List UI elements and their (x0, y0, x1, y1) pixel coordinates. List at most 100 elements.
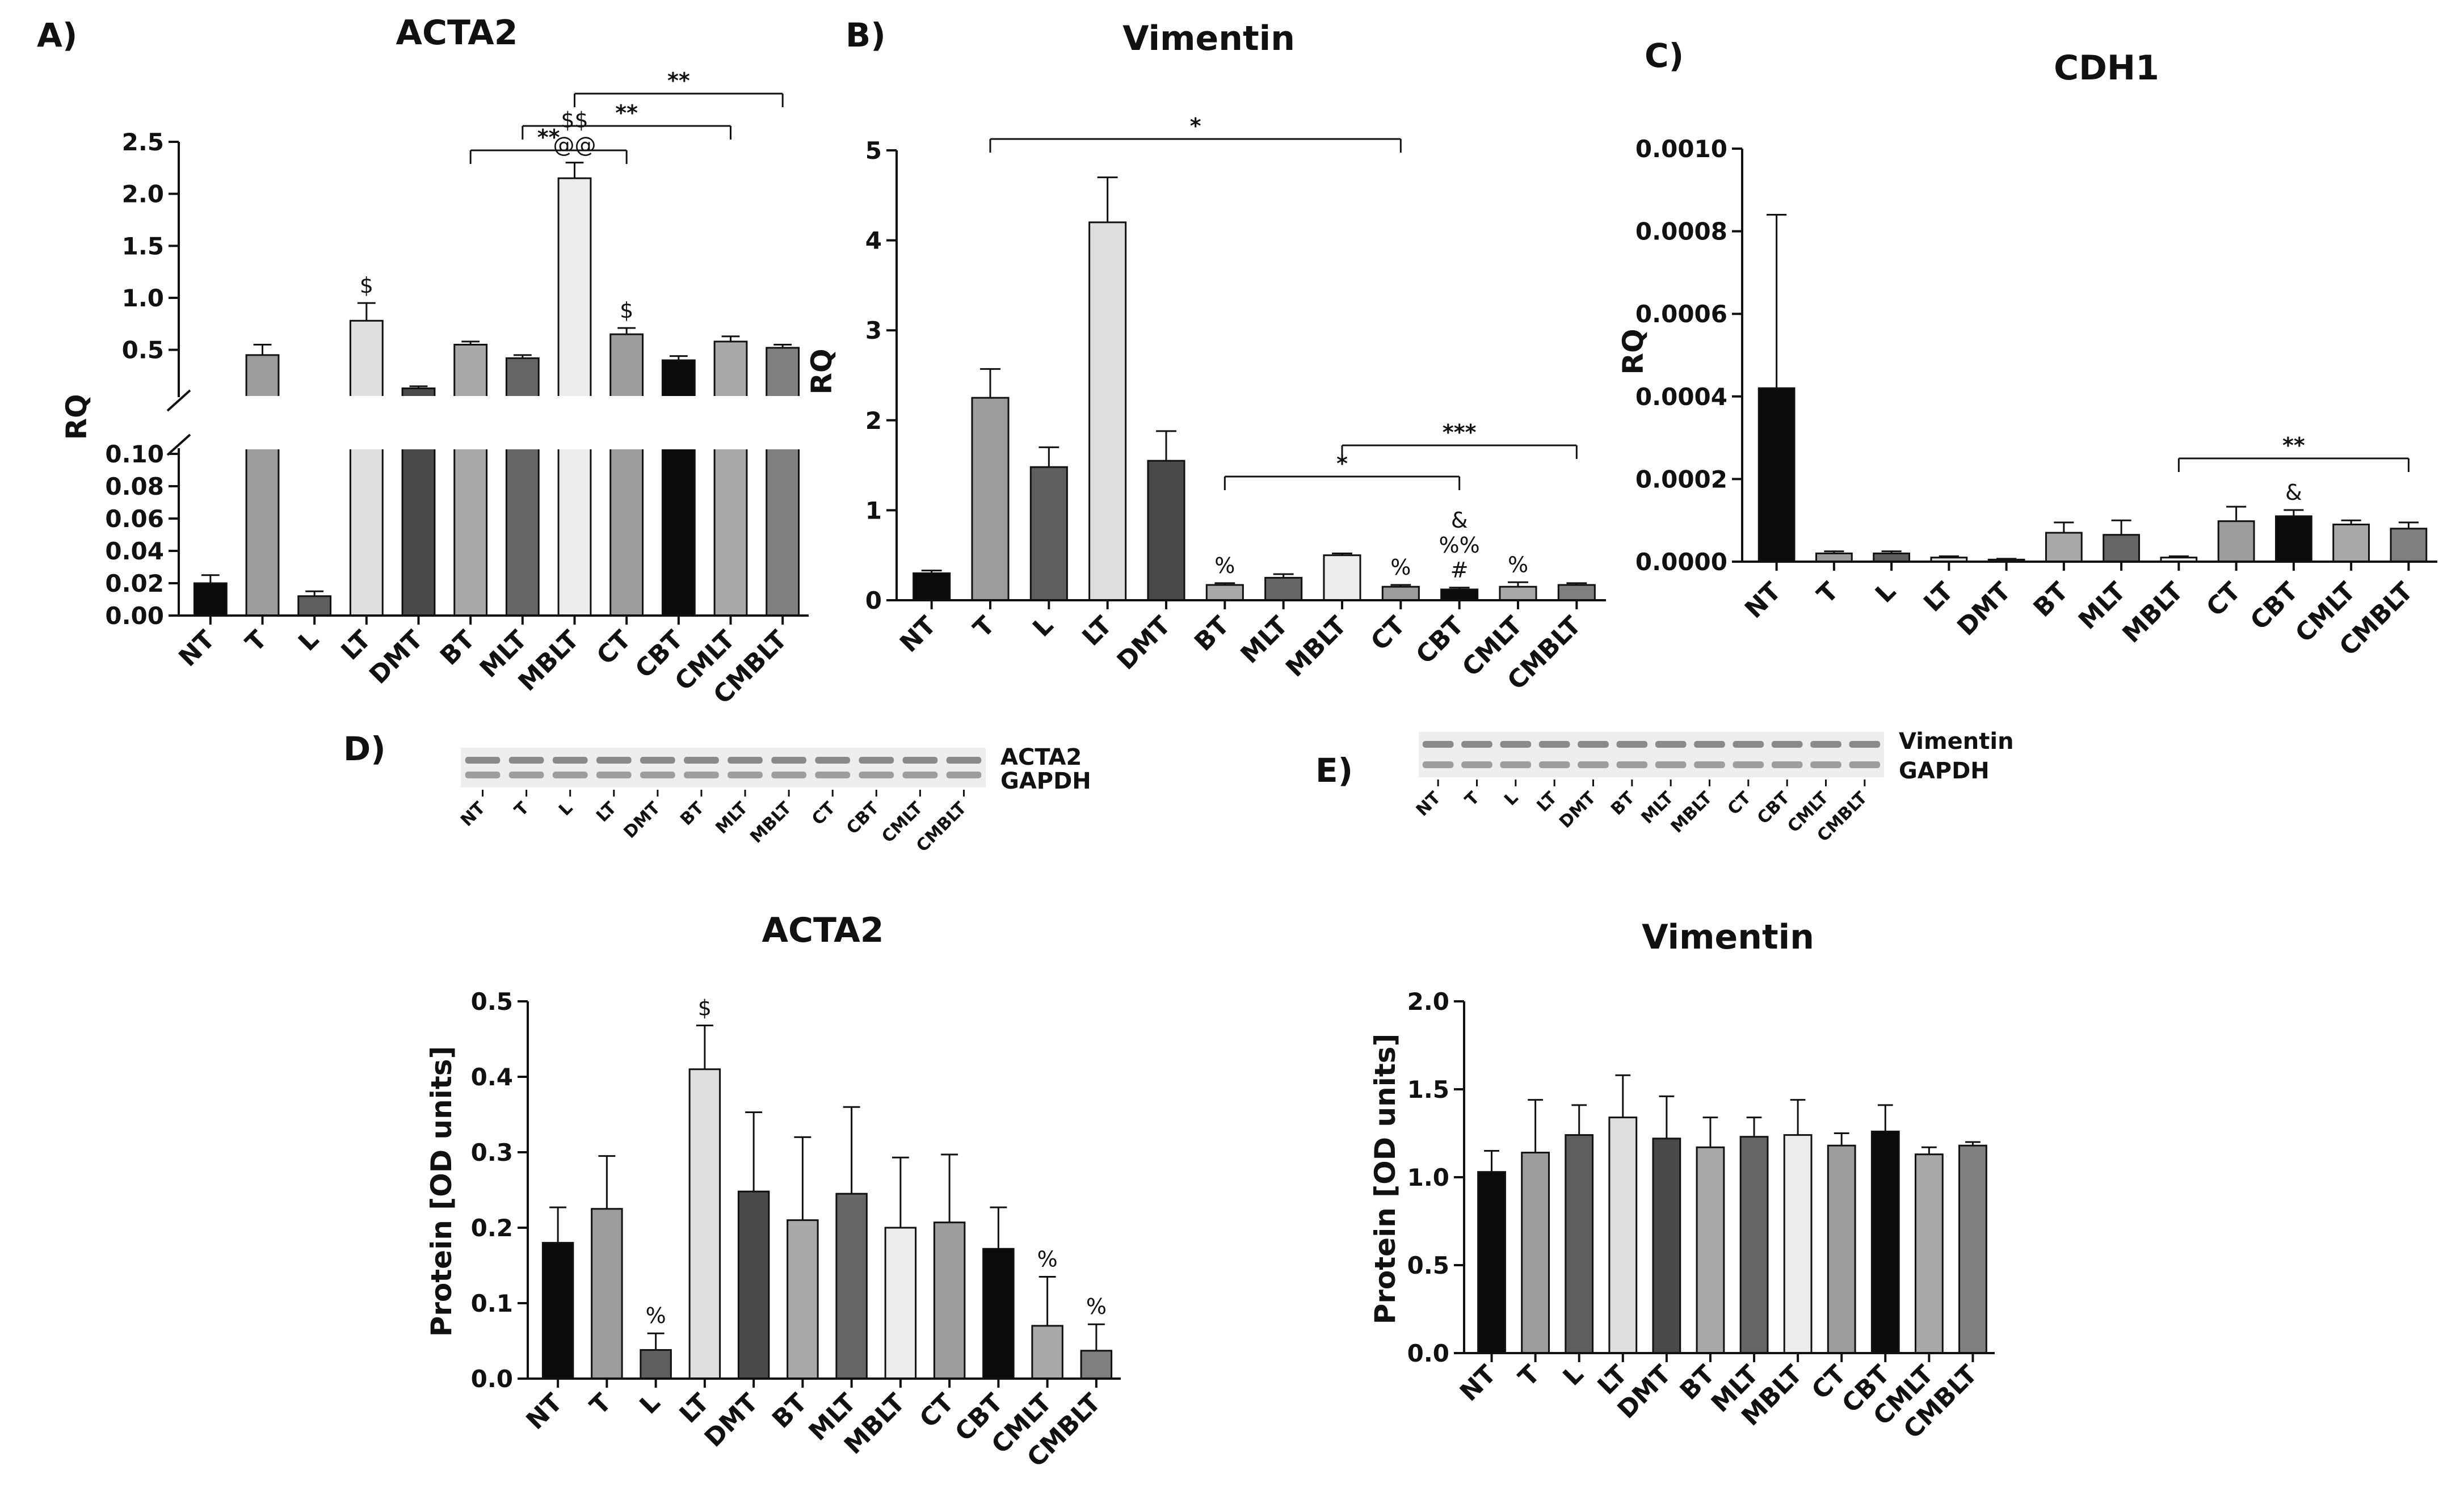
x-tick-label: LT (336, 625, 377, 666)
y-tick-label: 0.0008 (1635, 218, 1727, 246)
y-tick-label: 0.10 (105, 440, 164, 468)
chart-title: CDH1 (2054, 48, 2159, 88)
band-bottom (1655, 761, 1687, 768)
x-tick-label: NT (1454, 1360, 1502, 1407)
chart-e: Vimentin Protein [OD units]0.0 0.5 1.0 1.5 2.… (1369, 917, 1995, 1444)
blot-membrane (1419, 732, 1884, 777)
bar-l (640, 1349, 672, 1380)
band-top (1733, 741, 1764, 748)
band-bottom (1849, 761, 1881, 768)
bar-lt (688, 1068, 721, 1380)
bar-cbt (982, 1248, 1015, 1380)
band-bottom (552, 772, 588, 778)
significance-mark: % (1214, 553, 1235, 578)
bar-dmt (1652, 1138, 1681, 1354)
bar-cmlt (1914, 1153, 1944, 1354)
y-tick-label: 0.0004 (1635, 383, 1727, 411)
band-bottom (1500, 761, 1532, 768)
band-bottom (508, 772, 544, 778)
band-bottom (640, 772, 675, 778)
x-tick-label: NT (521, 1388, 568, 1435)
band-bottom (946, 772, 982, 778)
y-tick-label: 0.4 (471, 1063, 513, 1091)
band-bottom (1578, 761, 1609, 768)
lane-label: MBLT (1667, 788, 1717, 837)
bracket-label: * (1190, 113, 1201, 138)
band-bottom (465, 772, 501, 778)
lane-label: CBT (843, 798, 883, 839)
lane-label: L (555, 798, 577, 820)
bar-mlt (1739, 1136, 1769, 1354)
y-axis-label: Protein [OD units] (425, 1046, 458, 1337)
band-top (1849, 741, 1881, 748)
bracket-label: * (1336, 451, 1348, 476)
x-tick-label: T (968, 611, 1000, 643)
band-top (1616, 741, 1648, 748)
bar-t (1521, 1152, 1550, 1354)
band-bottom (771, 772, 806, 778)
x-tick-label: L (293, 625, 325, 657)
band-bottom (1616, 761, 1648, 768)
band-top (728, 757, 763, 764)
y-tick-label: 1.0 (1407, 1164, 1449, 1191)
band-top (1422, 741, 1454, 748)
x-tick-label: L (1558, 1360, 1590, 1392)
x-tick-label: T (1811, 577, 1844, 609)
y-tick-label: 0.0002 (1635, 465, 1727, 493)
bar-l (1873, 552, 1911, 563)
x-tick-label: CT (1365, 611, 1411, 656)
y-tick-label: 0.0006 (1635, 300, 1727, 328)
axis-break-gap (180, 396, 810, 449)
lane-label: L (1500, 788, 1522, 810)
comparison-bracket: ** (2177, 433, 2410, 472)
bar-cmlt (1499, 585, 1537, 601)
y-axis-label: RQ (60, 394, 93, 440)
y-tick-label: 0.0000 (1635, 548, 1727, 576)
x-tick-label: T (585, 1388, 617, 1421)
bar-bt (453, 344, 488, 617)
bar-ct (933, 1221, 966, 1380)
panel-label: B) (846, 16, 886, 54)
band-bottom (728, 772, 763, 778)
bar-nt (193, 582, 228, 617)
bar-bt (1205, 584, 1244, 601)
y-tick-label: 0.02 (105, 570, 164, 597)
x-tick-label: MBLT (2117, 577, 2189, 649)
x-tick-label: L (634, 1388, 666, 1420)
bar-ct (2217, 520, 2255, 563)
lane-label: CMBLT (913, 798, 970, 856)
bar-mlt (2103, 534, 2141, 563)
significance-mark: %% (1439, 533, 1480, 558)
band-label: GAPDH (1899, 758, 1990, 784)
band-label: Vimentin (1899, 728, 2014, 755)
y-tick-label: 0 (865, 587, 882, 614)
bar-t (245, 354, 280, 617)
y-tick-label: 0.00 (105, 602, 164, 630)
significance-mark: % (1390, 555, 1411, 580)
band-top (815, 757, 851, 764)
bar-cmlt (1031, 1325, 1063, 1380)
lane-label: LT (1533, 788, 1562, 816)
band-top (596, 757, 632, 764)
y-tick-label: 4 (865, 227, 882, 255)
chart-title: ACTA2 (762, 911, 884, 950)
x-tick-label: MBLT (513, 625, 585, 697)
band-top (1578, 741, 1609, 748)
band-bottom (596, 772, 632, 778)
band-bottom (902, 772, 938, 778)
y-tick-label: 3 (865, 317, 882, 344)
significance-mark: @@ (553, 133, 596, 158)
lane-label: NT (1412, 788, 1445, 820)
panel-label: A) (37, 16, 77, 54)
band-bottom (1422, 761, 1454, 768)
x-tick-label: NT (173, 625, 220, 672)
bar-t (971, 397, 1010, 601)
x-tick-label: DMT (1952, 577, 2016, 642)
panel-label: C) (1645, 36, 1684, 75)
bar-cbt (2274, 515, 2312, 563)
panel-label: E) (1315, 751, 1353, 790)
bar-mblt (1323, 554, 1361, 601)
